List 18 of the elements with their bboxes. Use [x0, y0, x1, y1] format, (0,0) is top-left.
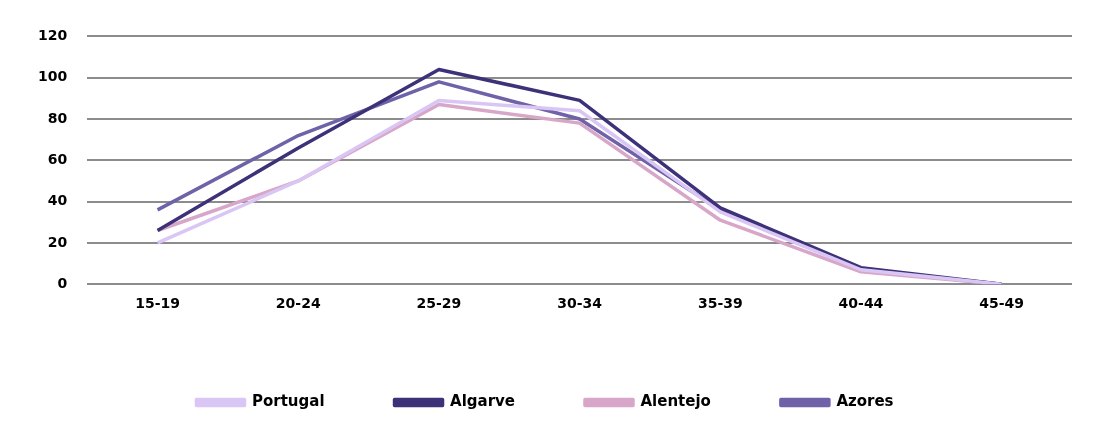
legend-label: Portugal: [251, 392, 325, 411]
x-tick-label: 30-34: [557, 295, 603, 312]
x-tick-label: 35-39: [697, 295, 743, 312]
y-tick-label: 60: [47, 150, 68, 167]
y-tick-label: 100: [37, 68, 68, 85]
y-tick-label: 40: [47, 192, 68, 209]
x-tick-label: 20-24: [275, 295, 321, 312]
y-tick-label: 20: [47, 233, 68, 250]
x-tick-label: 45-49: [979, 295, 1025, 312]
x-tick-label: 25-29: [416, 295, 462, 312]
y-tick-label: 120: [37, 27, 68, 44]
legend-label: Alentejo: [640, 392, 711, 411]
y-tick-label: 80: [47, 109, 68, 126]
legend-label: Azores: [836, 392, 894, 411]
x-tick-label: 40-44: [838, 295, 884, 312]
legend-label: Algarve: [450, 392, 515, 411]
x-tick-label: 15-19: [135, 295, 180, 312]
y-tick-label: 0: [57, 274, 68, 291]
